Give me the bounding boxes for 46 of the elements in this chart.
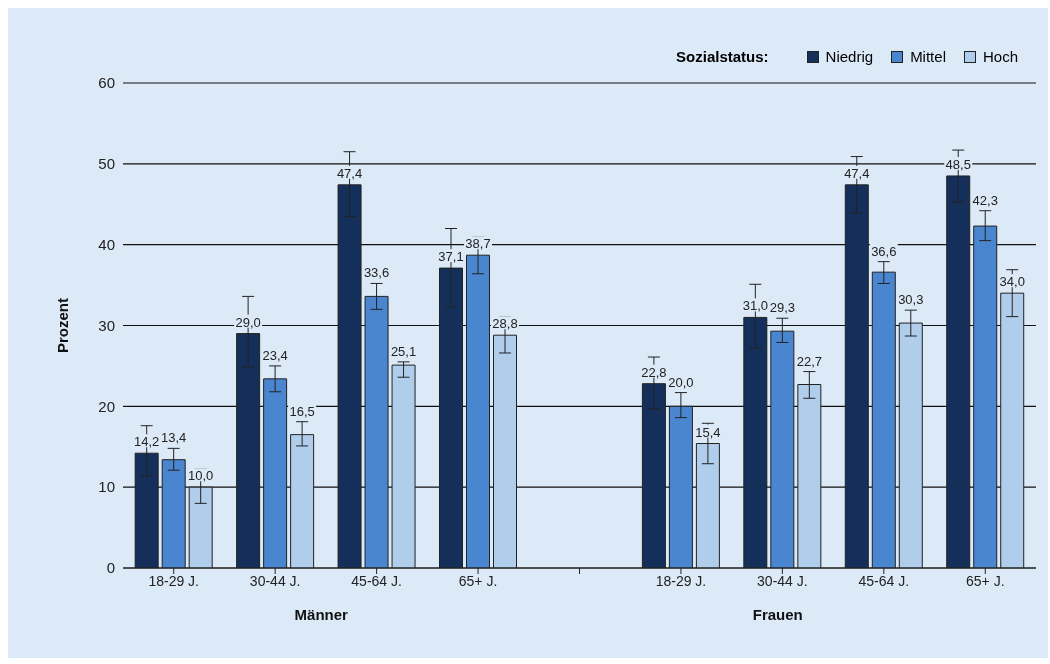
x-tick-label: 30-44 J. bbox=[757, 572, 808, 589]
data-label: 22,7 bbox=[796, 353, 822, 369]
y-tick-label: 10 bbox=[98, 478, 115, 496]
data-label: 13,4 bbox=[161, 430, 187, 446]
legend-title: Sozialstatus: bbox=[676, 48, 769, 65]
data-label: 23,4 bbox=[262, 347, 288, 363]
legend-label: Niedrig bbox=[824, 48, 874, 65]
data-label: 48,5 bbox=[945, 156, 971, 172]
y-tick-label: 60 bbox=[98, 74, 115, 92]
x-tick-label: 45-64 J. bbox=[351, 572, 402, 589]
data-label: 42,3 bbox=[972, 192, 998, 208]
data-label: 31,0 bbox=[742, 298, 768, 314]
x-tick-label: 45-64 J. bbox=[858, 572, 910, 589]
data-label: 36,6 bbox=[871, 243, 897, 259]
x-tick-label: 65+ J. bbox=[458, 572, 498, 589]
data-label: 37,1 bbox=[438, 249, 464, 265]
data-label: 20,0 bbox=[668, 374, 694, 390]
data-label: 38,7 bbox=[465, 236, 491, 252]
data-label: 16,5 bbox=[289, 403, 315, 419]
data-label: 22,8 bbox=[641, 364, 667, 380]
data-label: 10,0 bbox=[188, 468, 214, 484]
y-tick-label: 20 bbox=[98, 397, 115, 415]
data-label: 33,6 bbox=[363, 265, 390, 281]
y-tick-label: 50 bbox=[98, 155, 115, 173]
data-label: 30,3 bbox=[898, 292, 924, 308]
x-tick-label: 18-29 J. bbox=[148, 572, 200, 589]
legend-label: Mittel bbox=[909, 48, 946, 65]
data-label: 25,1 bbox=[390, 343, 417, 359]
y-tick-label: 0 bbox=[106, 559, 115, 577]
y-tick-label: 30 bbox=[98, 316, 115, 334]
x-tick-label: 30-44 J. bbox=[249, 572, 301, 589]
data-label: 29,3 bbox=[769, 300, 795, 316]
legend-label: Hoch bbox=[981, 48, 1018, 65]
data-label: 47,4 bbox=[844, 165, 870, 181]
x-tick-label: 18-29 J. bbox=[655, 572, 707, 589]
data-label: 15,4 bbox=[695, 424, 721, 440]
x-tick-label: 65+ J. bbox=[966, 572, 1005, 589]
y-axis-title: Prozent bbox=[54, 297, 72, 354]
data-label: 29,0 bbox=[235, 314, 261, 330]
y-tick-label: 40 bbox=[98, 235, 115, 253]
data-label: 28,8 bbox=[492, 316, 518, 332]
text: Männer bbox=[293, 606, 349, 623]
data-label: 47,4 bbox=[336, 165, 363, 181]
data-label: 34,0 bbox=[999, 274, 1025, 290]
data-label: 14,2 bbox=[134, 434, 160, 450]
text: Frauen bbox=[751, 606, 804, 623]
